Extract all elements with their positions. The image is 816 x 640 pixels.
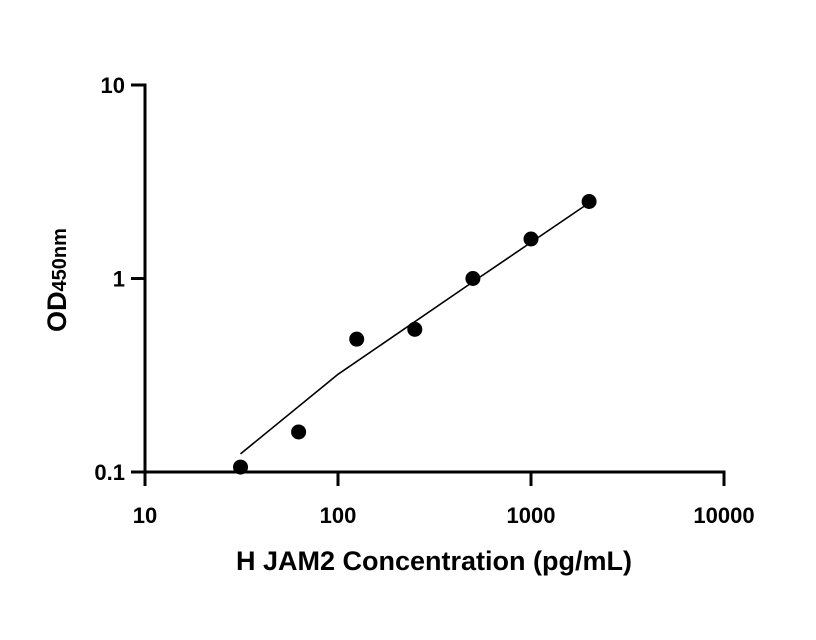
x-tick-label: 10 xyxy=(133,503,157,528)
y-axis-title-main: OD xyxy=(42,291,72,332)
y-tick-label: 10 xyxy=(101,73,125,98)
data-points xyxy=(233,193,597,475)
x-tick-label: 10000 xyxy=(693,503,754,528)
x-axis-title: H JAM2 Concentration (pg/mL) xyxy=(236,546,632,576)
data-point xyxy=(465,271,481,286)
data-point xyxy=(291,424,307,440)
x-tick-label: 1000 xyxy=(507,503,556,528)
y-tick-label: 0.1 xyxy=(94,460,125,485)
data-point xyxy=(349,331,365,347)
y-ticks: 0.1 1 10 xyxy=(94,73,145,485)
y-tick-label: 1 xyxy=(113,267,125,292)
x-ticks: 10 100 1000 10000 xyxy=(133,472,755,528)
y-axis-title: OD450nm xyxy=(42,228,72,332)
x-tick-label: 100 xyxy=(320,503,357,528)
data-point xyxy=(407,321,423,337)
data-point xyxy=(581,193,597,209)
data-point xyxy=(523,231,539,247)
data-point xyxy=(233,459,249,475)
axes xyxy=(143,83,726,474)
y-axis-title-subscript: 450nm xyxy=(49,228,71,291)
